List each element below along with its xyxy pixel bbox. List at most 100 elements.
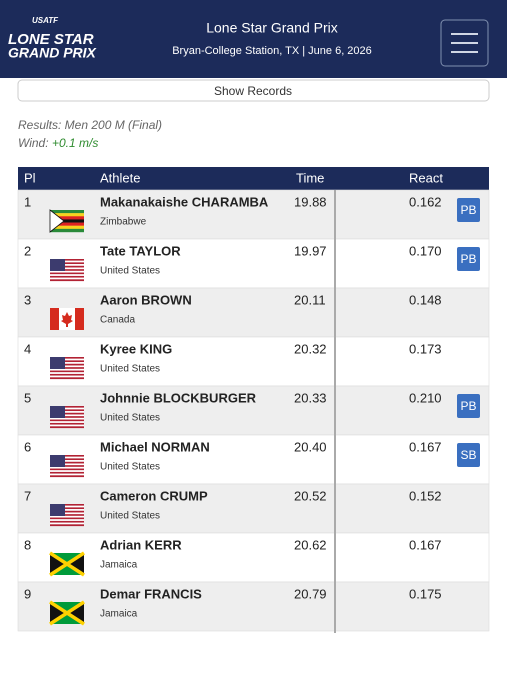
place: 6 xyxy=(24,439,31,454)
flag xyxy=(49,551,85,577)
place: 5 xyxy=(24,390,31,405)
flag-stripe xyxy=(50,372,84,375)
reaction-time: 0.173 xyxy=(409,341,442,356)
flag-stripe xyxy=(50,421,84,424)
flag-stripe xyxy=(50,269,84,271)
reaction-time: 0.167 xyxy=(409,439,442,454)
country: United States xyxy=(100,266,160,277)
place: 8 xyxy=(24,537,31,552)
country: United States xyxy=(100,511,160,522)
flag-stripe xyxy=(50,373,84,376)
time: 19.97 xyxy=(294,243,327,258)
flag-stripe xyxy=(50,461,84,464)
flag-stripe xyxy=(50,275,84,278)
badge: SB xyxy=(460,448,476,462)
flag xyxy=(50,308,84,330)
wind-label: Wind: xyxy=(18,136,49,150)
flag-stripe xyxy=(50,411,84,413)
reaction-time: 0.210 xyxy=(409,390,442,405)
result-row: 4 Kyree KING United States 20.32 0.173 xyxy=(17,336,490,387)
flag-stripe xyxy=(50,520,84,523)
flag-stripe xyxy=(50,507,84,510)
country: United States xyxy=(100,462,160,473)
row-background xyxy=(17,238,490,289)
badge-background xyxy=(457,394,480,418)
place: 2 xyxy=(24,243,31,258)
result-row: 7 Cameron CRUMP United States 20.52 0.152 xyxy=(17,483,490,534)
country: Jamaica xyxy=(100,609,138,620)
row-background xyxy=(17,581,490,632)
menu-button[interactable] xyxy=(440,19,489,67)
athlete-name: Kyree KING xyxy=(100,341,172,356)
badge: PB xyxy=(460,252,476,266)
row-background xyxy=(17,189,490,240)
time: 20.79 xyxy=(294,586,327,601)
time: 20.62 xyxy=(294,537,327,552)
flag-stripe xyxy=(50,265,84,268)
flag-stripe xyxy=(50,414,84,417)
badge: PB xyxy=(460,203,476,217)
time: 19.88 xyxy=(294,194,327,209)
flag xyxy=(50,357,84,380)
flag-stripe xyxy=(50,456,84,459)
flag-stripe xyxy=(50,424,84,427)
flag-band xyxy=(50,308,59,330)
country: Zimbabwe xyxy=(100,217,147,228)
flag-stripe xyxy=(50,504,84,506)
column-header: React xyxy=(409,170,443,185)
row-background xyxy=(17,483,490,534)
show-records-button[interactable]: Show Records xyxy=(17,79,490,102)
flag-stripe xyxy=(50,458,84,461)
place: 7 xyxy=(24,488,31,503)
flag-stripe xyxy=(50,505,84,508)
flag xyxy=(49,209,84,233)
table-header xyxy=(18,167,489,190)
flag-canton xyxy=(50,259,65,271)
flag-stripe xyxy=(50,279,84,282)
flag-stripe xyxy=(50,225,84,230)
flag-stripe xyxy=(50,274,84,277)
flag-stripe xyxy=(50,515,84,518)
result-row: 1 Makanakaishe CHARAMBA Zimbabwe 19.88 0.162… xyxy=(17,189,490,240)
flag-stripe xyxy=(50,259,84,261)
result-row: 2 Tate TAYLOR United States 19.97 0.170 PB xyxy=(17,238,490,289)
flag-stripe xyxy=(50,512,84,515)
flag-stripe xyxy=(50,360,84,363)
logo-line: LONE STAR xyxy=(8,31,94,48)
results-label: Results: Men 200 M (Final) xyxy=(18,118,162,132)
flag-stripe xyxy=(50,277,84,280)
flag-canton xyxy=(50,406,65,418)
flag-stripe xyxy=(50,473,84,476)
flag xyxy=(50,455,84,478)
flag xyxy=(50,259,84,282)
column-header: Pl xyxy=(24,170,36,185)
logo-line: GRAND PRIX xyxy=(8,45,98,61)
flag-stripe xyxy=(50,367,84,369)
flag-stripe xyxy=(50,409,84,412)
badge: PB xyxy=(460,399,476,413)
flag-leaf xyxy=(61,312,73,327)
event-subtitle: Bryan-College Station, TX | June 6, 2026 xyxy=(172,45,372,57)
reaction-time: 0.175 xyxy=(409,586,442,601)
result-row: 9 Demar FRANCIS Jamaica 20.79 0.175 xyxy=(17,581,490,632)
flag xyxy=(50,504,84,527)
athlete-name: Tate TAYLOR xyxy=(100,243,181,258)
flag-stripe xyxy=(50,417,84,420)
flag-stripe xyxy=(50,375,84,378)
flag-stripe xyxy=(50,412,84,415)
time: 20.11 xyxy=(294,292,326,307)
place: 3 xyxy=(24,292,31,307)
flag-stripe xyxy=(50,262,84,265)
button-label[interactable]: Show Records xyxy=(214,84,292,98)
result-row: 3 Aaron BROWN Canada 20.11 0.148 xyxy=(17,287,490,338)
flag-stripe xyxy=(50,216,84,220)
row-background xyxy=(17,385,490,436)
flag-band xyxy=(75,308,84,330)
time: 20.33 xyxy=(294,390,327,405)
flag-stripe xyxy=(50,470,84,473)
badge-background xyxy=(457,443,480,467)
flag-stripe xyxy=(50,272,84,275)
flag-canton xyxy=(50,357,65,369)
